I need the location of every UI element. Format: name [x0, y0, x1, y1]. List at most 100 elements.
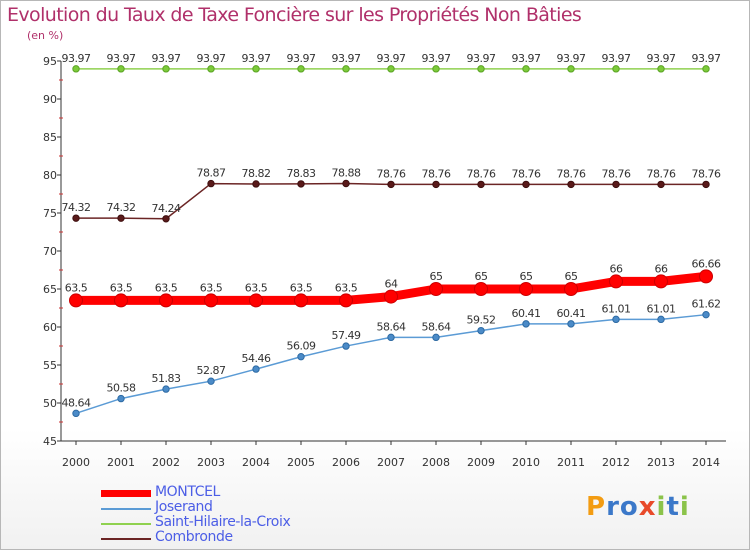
data-point-montcel — [564, 282, 578, 296]
data-label-montcel: 65 — [565, 270, 578, 283]
logo-letter: x — [638, 492, 657, 522]
data-point-combronde — [567, 180, 575, 189]
logo-letter: i — [656, 492, 667, 522]
data-point-montcel — [519, 282, 533, 296]
data-point-combronde — [702, 180, 710, 189]
data-label-combronde: 78.87 — [197, 167, 226, 180]
data-label-joserand: 54.46 — [242, 352, 271, 365]
data-label-saint_hilaire: 93.97 — [377, 52, 406, 65]
data-label-saint_hilaire: 93.97 — [152, 52, 181, 65]
data-point-joserand — [432, 333, 440, 342]
x-tick-label: 2000 — [62, 456, 90, 469]
x-tick-label: 2014 — [692, 456, 720, 469]
legend-swatch-combronde — [101, 538, 151, 540]
data-label-combronde: 74.24 — [152, 202, 181, 215]
data-point-montcel — [204, 293, 218, 308]
data-label-joserand: 60.41 — [557, 307, 586, 320]
data-label-combronde: 78.83 — [287, 167, 316, 180]
data-point-montcel — [294, 293, 308, 308]
logo-letter: t — [666, 492, 680, 522]
data-label-saint_hilaire: 93.97 — [422, 52, 451, 65]
y-tick-label: 50 — [43, 397, 57, 410]
data-label-joserand: 60.41 — [512, 307, 541, 320]
data-point-saint_hilaire — [72, 65, 80, 73]
x-tick-label: 2012 — [602, 456, 630, 469]
y-tick-label: 90 — [43, 93, 57, 106]
x-tick-label: 2004 — [242, 456, 270, 469]
proxiti-logo: Proxiti — [586, 492, 690, 522]
data-point-saint_hilaire — [522, 65, 530, 73]
data-label-montcel: 65 — [520, 270, 533, 283]
data-point-saint_hilaire — [657, 65, 665, 73]
data-point-joserand — [702, 310, 710, 319]
data-label-montcel: 63.5 — [335, 281, 358, 294]
data-point-montcel — [609, 274, 623, 289]
data-label-joserand: 57.49 — [332, 329, 361, 342]
y-tick-label: 55 — [43, 359, 57, 372]
data-label-montcel: 66.66 — [692, 257, 721, 270]
data-label-combronde: 78.82 — [242, 167, 271, 180]
data-point-joserand — [297, 353, 305, 361]
data-label-saint_hilaire: 93.97 — [557, 52, 586, 65]
data-point-joserand — [657, 315, 665, 324]
legend-swatch-saint-hilaire — [101, 523, 151, 525]
x-tick-label: 2008 — [422, 456, 450, 469]
data-point-saint_hilaire — [387, 65, 395, 73]
y-tick-label: 45 — [43, 435, 57, 448]
data-point-combronde — [252, 180, 260, 188]
data-label-joserand: 51.83 — [152, 372, 181, 385]
y-tick-label: 95 — [43, 55, 57, 68]
y-tick-label: 65 — [43, 283, 57, 296]
data-point-joserand — [72, 409, 80, 418]
data-label-joserand: 58.64 — [377, 320, 406, 333]
data-point-joserand — [522, 320, 530, 328]
data-point-montcel — [384, 289, 398, 304]
data-label-joserand: 61.01 — [602, 302, 631, 315]
data-point-saint_hilaire — [207, 65, 215, 73]
data-point-joserand — [162, 385, 170, 393]
data-point-saint_hilaire — [567, 65, 575, 73]
data-label-montcel: 63.5 — [110, 281, 133, 294]
data-label-combronde: 74.32 — [62, 201, 91, 214]
data-label-montcel: 64 — [385, 278, 398, 291]
data-point-combronde — [522, 180, 530, 189]
data-label-saint_hilaire: 93.97 — [287, 52, 316, 65]
data-point-joserand — [207, 377, 215, 385]
data-point-joserand — [567, 320, 575, 328]
logo-letter: o — [619, 492, 639, 522]
line-chart: 45 50 55 60 65 70 75 80 85 90 95 2000 2001 2002 2003 20… — [43, 52, 726, 469]
data-label-saint_hilaire: 93.97 — [242, 52, 271, 65]
data-label-combronde: 78.76 — [557, 167, 586, 180]
data-label-combronde: 78.76 — [377, 167, 406, 180]
legend-label-joserand: Joserand — [155, 499, 213, 515]
x-tick-label: 2011 — [557, 456, 585, 469]
data-label-combronde: 74.32 — [107, 201, 136, 214]
data-point-montcel — [249, 293, 263, 308]
x-tick-label: 2003 — [197, 456, 225, 469]
data-point-montcel — [114, 293, 128, 308]
data-label-joserand: 56.09 — [287, 340, 316, 353]
y-tick-label: 75 — [43, 207, 57, 220]
x-tick-label: 2005 — [287, 456, 315, 469]
data-label-montcel: 63.5 — [290, 281, 313, 294]
data-point-combronde — [162, 215, 170, 223]
data-label-combronde: 78.76 — [512, 167, 541, 180]
data-point-saint_hilaire — [432, 65, 440, 73]
data-label-montcel: 63.5 — [65, 281, 88, 294]
legend-swatch-montcel — [101, 490, 151, 497]
data-label-saint_hilaire: 93.97 — [512, 52, 541, 65]
data-point-combronde — [612, 180, 620, 189]
y-tick-label: 80 — [43, 169, 57, 182]
data-point-saint_hilaire — [252, 65, 260, 73]
data-point-joserand — [477, 326, 485, 335]
data-label-joserand: 52.87 — [197, 364, 226, 377]
data-point-montcel — [654, 274, 668, 289]
data-label-combronde: 78.76 — [647, 167, 676, 180]
data-point-combronde — [207, 179, 215, 188]
data-point-saint_hilaire — [297, 65, 305, 73]
data-label-joserand: 48.64 — [62, 396, 91, 409]
data-label-saint_hilaire: 93.97 — [62, 52, 91, 65]
data-point-combronde — [477, 180, 485, 189]
data-point-combronde — [72, 214, 80, 222]
data-point-combronde — [432, 180, 440, 189]
